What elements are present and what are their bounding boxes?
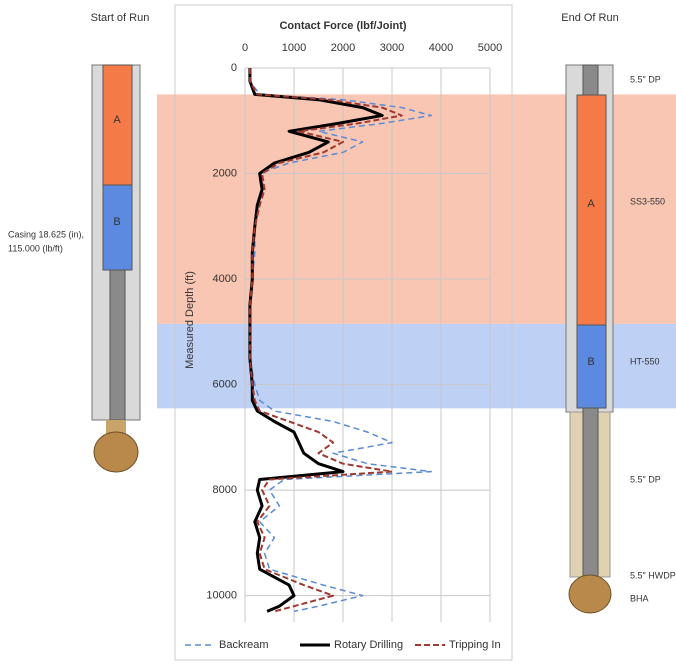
x-tick-label: 1000 (282, 42, 306, 54)
y-axis-label: Measured Depth (ft) (184, 271, 196, 369)
start-title: Start of Run (91, 12, 150, 24)
section-label: A (113, 114, 121, 126)
x-tick-label: 0 (242, 42, 248, 54)
section-label: B (587, 356, 594, 368)
y-tick-label: 6000 (213, 378, 237, 390)
legend-label: Rotary Drilling (334, 639, 403, 651)
legend-label: Backream (219, 639, 269, 651)
x-tick-label: 2000 (331, 42, 355, 54)
end-title: End Of Run (561, 12, 618, 24)
x-tick-label: 4000 (429, 42, 453, 54)
page: Start of Run End Of Run A B Casing 18.62… (0, 0, 676, 664)
casing-label: Casing 18.625 (in), (8, 229, 84, 239)
component-label: 5.5" DP (630, 474, 661, 484)
bit (94, 432, 138, 472)
section-label: A (587, 198, 595, 210)
y-tick-label: 4000 (213, 273, 237, 285)
component-label: 5.5" DP (630, 74, 661, 84)
x-tick-label: 5000 (478, 42, 502, 54)
start-diagram: A B Casing 18.625 (in), 115.000 (lb/ft) (8, 65, 140, 472)
pipe (110, 270, 125, 420)
component-label: 5.5" HWDP (630, 570, 676, 580)
component-label: HT-550 (630, 356, 660, 366)
y-tick-label: 0 (231, 62, 237, 74)
y-tick-label: 10000 (206, 590, 237, 602)
y-tick-label: 2000 (213, 167, 237, 179)
section-label: B (113, 216, 120, 228)
y-tick-label: 8000 (213, 484, 237, 496)
casing-label: 115.000 (lb/ft) (8, 243, 63, 253)
x-tick-label: 3000 (380, 42, 404, 54)
component-label: SS3-550 (630, 196, 665, 206)
component-label: BHA (630, 593, 649, 603)
chart-title: Contact Force (lbf/Joint) (279, 20, 406, 32)
chart: Start of Run End Of Run A B Casing 18.62… (0, 0, 676, 664)
legend-label: Tripping In (449, 639, 501, 651)
section-a (577, 95, 606, 325)
bit (569, 575, 611, 613)
